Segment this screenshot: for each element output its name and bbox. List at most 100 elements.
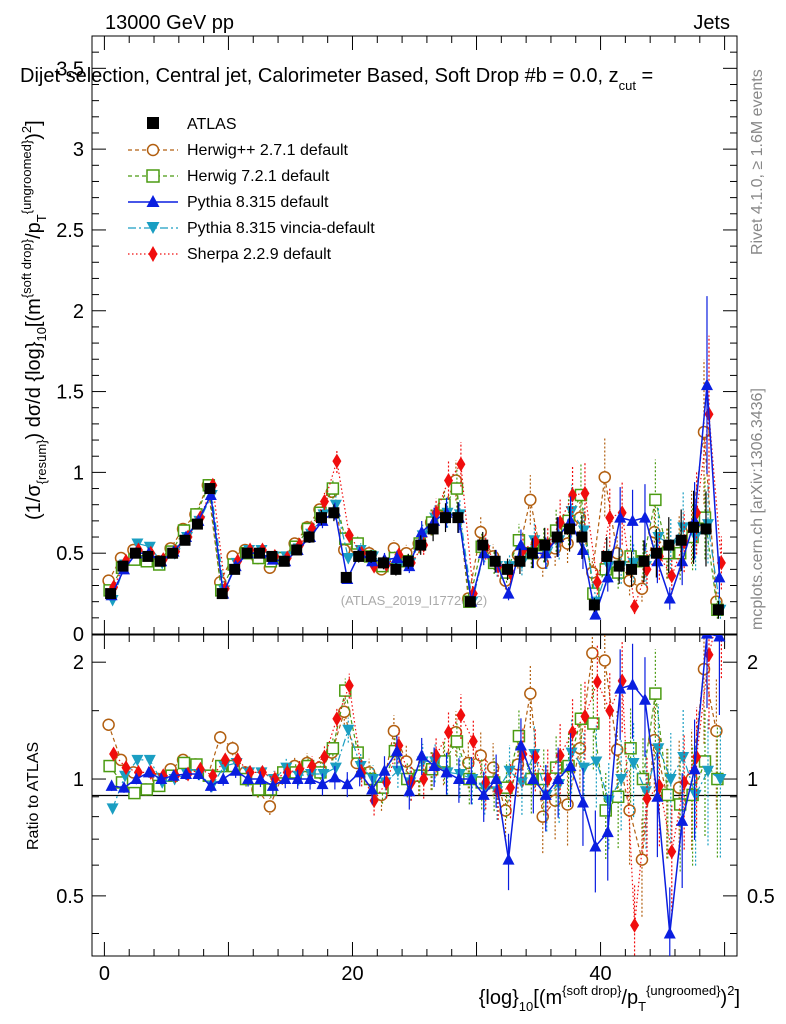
ratio-vincia-point <box>317 769 330 781</box>
ratio-pythia-point <box>415 748 428 761</box>
main-atlas-point <box>315 512 327 524</box>
ratio-pythia-point <box>688 762 701 775</box>
main-pythia-point <box>415 525 428 538</box>
ratio-sherpa-point <box>208 768 218 784</box>
main-pythia-point <box>502 587 515 599</box>
ratio-pythia-point <box>539 788 552 800</box>
ratio-vincia-point <box>577 762 590 775</box>
ratio-herwig7-point <box>351 746 364 759</box>
ratio-pythia-point <box>155 772 168 785</box>
main-atlas-point <box>303 531 315 543</box>
ratio-sherpa-point <box>419 771 429 787</box>
ratio-herwig7-point <box>177 756 191 770</box>
main-atlas-point <box>675 534 687 546</box>
ratio-vincia-point <box>615 774 628 786</box>
main-atlas-point <box>502 563 514 575</box>
main-atlas-point <box>489 555 501 567</box>
ratio-pythia-point <box>663 926 676 939</box>
ratio-pythia-point <box>638 693 651 705</box>
legend-atlas-label: ATLAS <box>187 116 237 133</box>
main-sherpa-point <box>319 493 329 509</box>
main-atlas-point <box>712 604 724 616</box>
ratio-pythia-point <box>167 769 180 781</box>
main-y-tick-label: 3 <box>73 139 84 161</box>
main-atlas-point <box>291 544 303 556</box>
mcplots-label: mcplots.cern.ch [arXiv:1306.3436] <box>749 388 766 630</box>
main-y-tick-label: 1.5 <box>56 382 84 404</box>
x-tick-label: 40 <box>589 963 611 985</box>
main-atlas-point <box>564 523 576 535</box>
main-sherpa-point <box>667 568 677 584</box>
ratio-herwig7-point <box>103 759 116 773</box>
ratio-herwig7-point <box>636 772 650 786</box>
main-y-tick-label: 2 <box>73 301 84 323</box>
legend-sherpa-marker <box>148 246 158 262</box>
ratio-herwigpp-point <box>623 804 636 817</box>
ratio-pythia-point <box>341 777 354 790</box>
main-atlas-point <box>129 547 141 559</box>
main-atlas-point <box>278 555 290 567</box>
main-atlas-point <box>576 531 588 543</box>
main-atlas-point <box>105 588 117 600</box>
ratio-herwig7-point <box>326 742 340 755</box>
legend-herwig7-marker <box>146 169 160 183</box>
legend-pythia-marker <box>146 195 160 207</box>
main-pythia-point <box>713 570 726 583</box>
main-y-axis-label: (1/σ{resum}) dσ/d {log}10[(m{soft drop}/… <box>19 120 49 520</box>
main-herwig7-point <box>649 493 662 507</box>
ratio-sherpa-point <box>233 752 243 768</box>
main-atlas-point <box>154 555 166 567</box>
ratio-vincia-point <box>391 765 404 778</box>
main-atlas-point <box>402 555 414 567</box>
main-atlas-point <box>229 563 241 575</box>
main-atlas-point <box>638 555 650 567</box>
main-herwigpp-point <box>524 493 537 507</box>
main-sherpa-point <box>580 485 590 501</box>
ratio-pythia-point <box>651 790 664 802</box>
ratio-pythia-point <box>279 772 292 785</box>
ratio-pythia-point <box>626 678 639 690</box>
ratio-sherpa-point <box>580 708 590 724</box>
main-sherpa-point <box>444 472 454 488</box>
main-sherpa-point <box>332 453 342 469</box>
main-atlas-point <box>663 539 675 551</box>
ratio-pythia-point <box>378 764 391 776</box>
main-atlas-point <box>650 547 662 559</box>
main-atlas-point <box>613 560 625 572</box>
ratio-pythia-point <box>254 772 267 785</box>
ratio-pythia-point <box>266 779 279 791</box>
ratio-vincia-point <box>367 774 380 786</box>
main-sherpa-point <box>605 510 615 526</box>
ratio-plot-data <box>102 635 727 956</box>
main-sherpa-point <box>344 527 354 543</box>
ratio-vincia-point <box>701 765 714 778</box>
ratio-vincia-point <box>714 774 727 786</box>
ratio-pythia-point <box>366 782 379 795</box>
x-tick-label: 0 <box>99 963 110 985</box>
ratio-sherpa-point <box>319 749 329 765</box>
ratio-vincia-point <box>652 743 665 755</box>
ratio-herwigpp-point <box>499 804 512 817</box>
main-pythia-point <box>589 608 602 620</box>
ratio-herwig7-point <box>587 717 600 730</box>
ratio-pythia-point <box>564 759 577 772</box>
ratio-vincia-point <box>664 774 677 786</box>
ratio-herwigpp-point <box>561 798 574 811</box>
ratio-pythia-point <box>217 772 230 785</box>
ratio-herwig7-point <box>450 735 464 748</box>
ratio-pythia-point <box>403 784 416 797</box>
x-axis-label: {log}10[(m{soft drop}/pT{ungroomed})2] <box>479 983 740 1014</box>
main-pythia-point <box>576 543 589 555</box>
main-y-tick-label: 0.5 <box>56 543 84 565</box>
ratio-pythia-point <box>105 779 118 791</box>
main-pythia-point <box>539 546 552 559</box>
ratio-vincia-point <box>131 754 144 767</box>
main-atlas-point <box>253 547 265 559</box>
ratio-pythia-point <box>465 772 478 785</box>
ratio-pythia-point <box>514 739 527 751</box>
main-atlas-point <box>117 560 129 572</box>
legend-vincia-label: Pythia 8.315 vincia-default <box>187 220 375 237</box>
legend-vincia-marker <box>146 222 160 234</box>
ratio-herwig7-point <box>252 783 265 796</box>
